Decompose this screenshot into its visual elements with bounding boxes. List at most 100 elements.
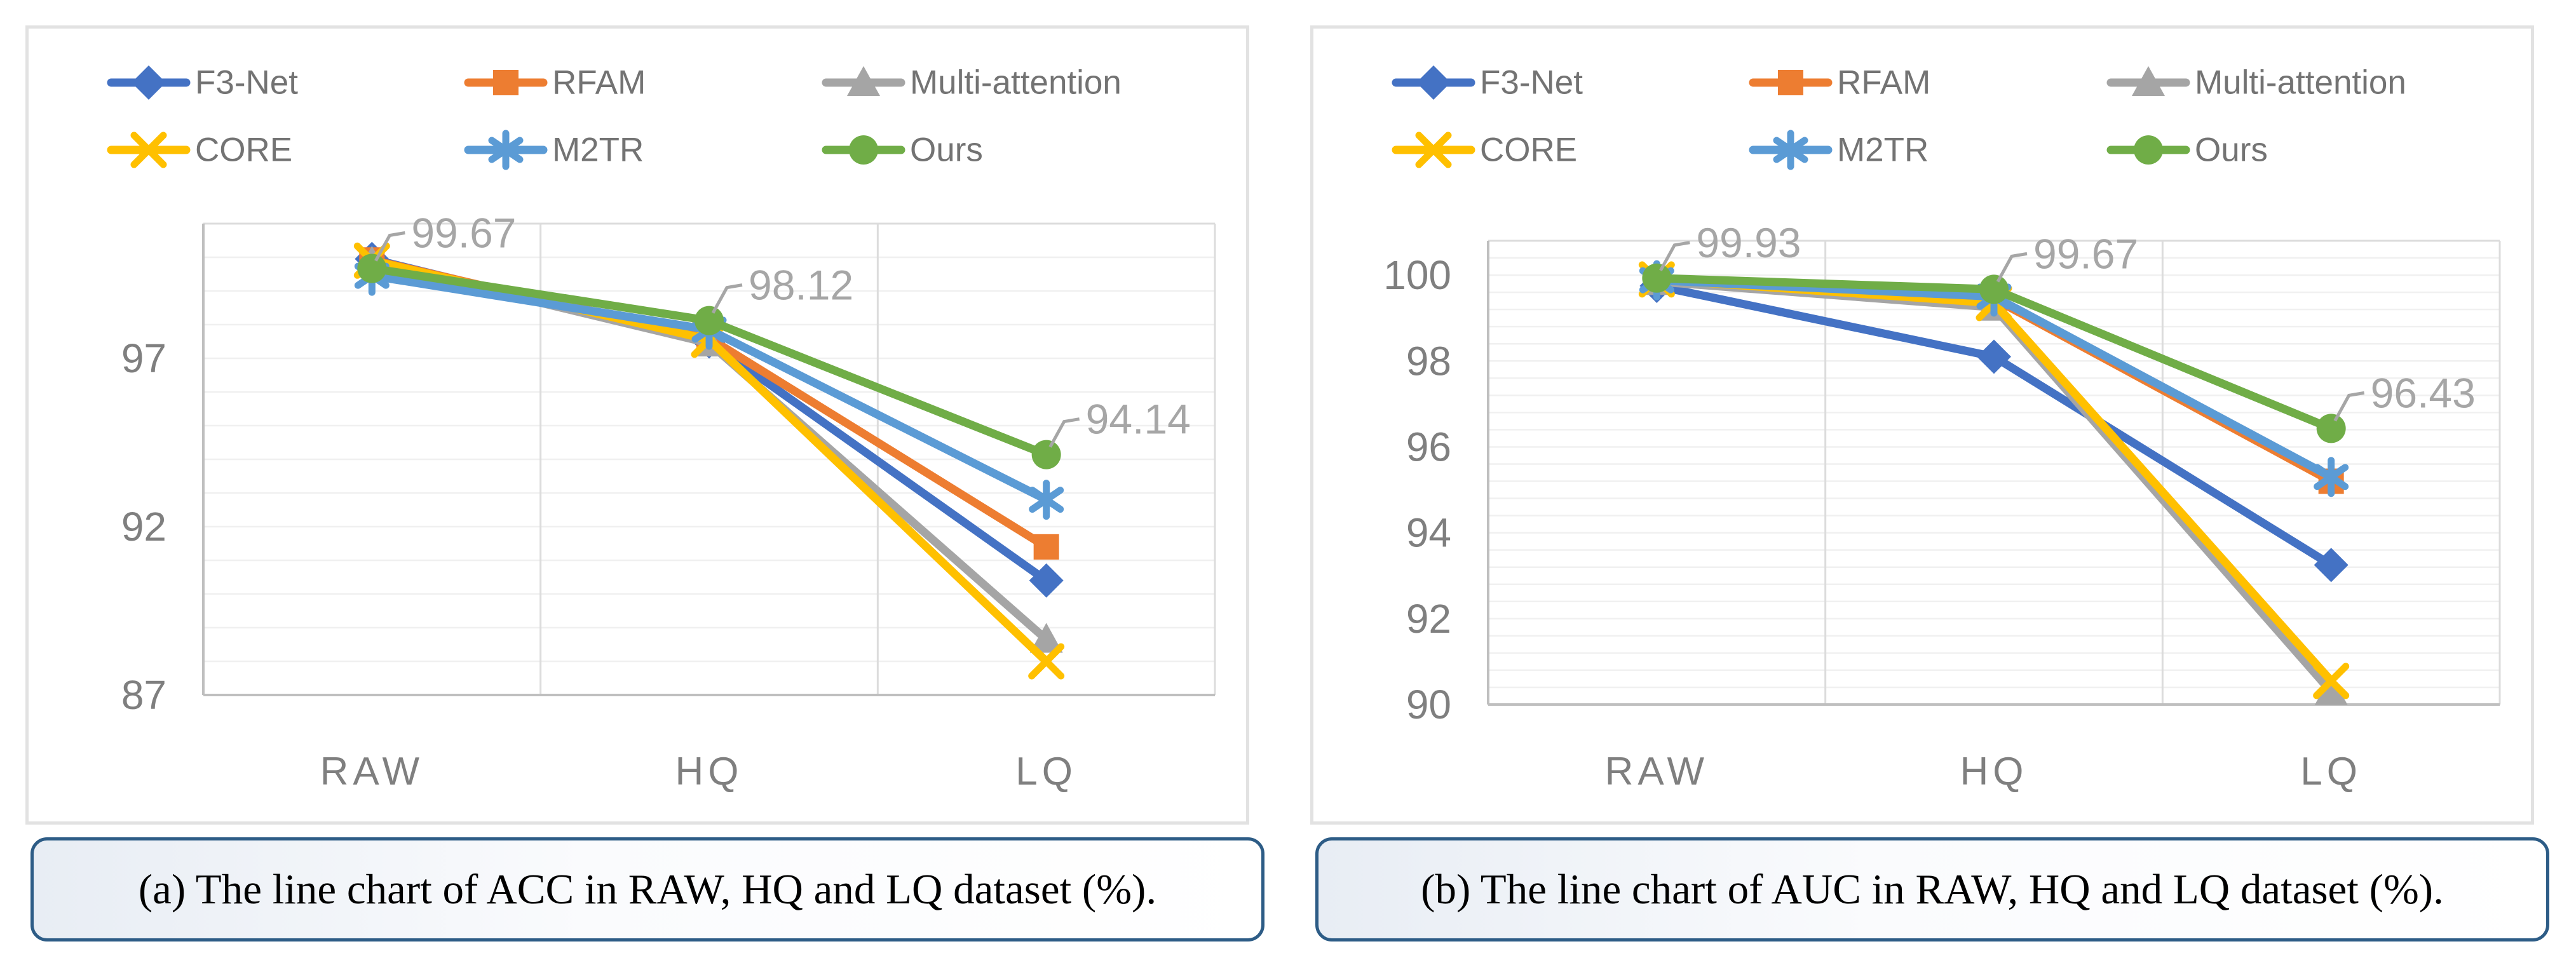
annotation-leader xyxy=(711,283,743,314)
y-tick-label: 90 xyxy=(1406,682,1451,727)
annotation-leader xyxy=(2333,391,2365,422)
legend-marker-circle xyxy=(2134,135,2163,165)
marker-f3-net-lq xyxy=(1029,563,1064,598)
legend-marker-asterisk xyxy=(488,130,524,170)
legend-label: Multi-attention xyxy=(910,64,1122,102)
caption-auc-text: (b) The line chart of AUC in RAW, HQ and… xyxy=(1421,865,2444,913)
annotation-label: 99.93 xyxy=(1696,219,1801,266)
legend-item-ours: Ours xyxy=(2106,132,2268,169)
x-tick-label: RAW xyxy=(320,750,424,793)
y-tick-label: 92 xyxy=(1406,596,1451,642)
y-tick-label: 94 xyxy=(1406,510,1451,556)
caption-acc-text: (a) The line chart of ACC in RAW, HQ and… xyxy=(138,865,1157,913)
marker-multi-attention-lq xyxy=(1029,623,1063,653)
marker-f3-net-hq xyxy=(1977,339,2011,374)
x-tick-label: HQ xyxy=(1960,750,2028,793)
y-tick-label: 98 xyxy=(1406,338,1451,384)
legend-item-multi-attention: Multi-attention xyxy=(2106,64,2406,102)
x-tick-label: HQ xyxy=(675,750,743,793)
annotations: 99.67 98.12 94.14 xyxy=(374,209,1191,448)
marker-rfam-lq xyxy=(1033,534,1059,560)
auc-line-chart: 90 92 94 96 98 100 RAW HQ LQ F3-Net RFAM Multi-atte… xyxy=(1383,64,2501,793)
legend-item-m2tr: M2TR xyxy=(1749,130,1929,170)
legend-label: RFAM xyxy=(1837,64,1930,102)
legend-label: Multi-attention xyxy=(2195,64,2406,102)
annotation-label: 99.67 xyxy=(411,209,516,256)
legend-item-f3-net: F3-Net xyxy=(107,64,298,102)
marker-core-lq xyxy=(1028,643,1065,680)
legend-item-multi-attention: Multi-attention xyxy=(822,64,1122,102)
legend-label: M2TR xyxy=(552,132,644,169)
y-axis-labels: 90 92 94 96 98 100 xyxy=(1383,252,1451,727)
legend-label: CORE xyxy=(195,132,292,169)
x-tick-label: RAW xyxy=(1605,750,1709,793)
annotation-leader xyxy=(1048,417,1080,448)
legend-label: Ours xyxy=(910,132,983,169)
gridlines xyxy=(203,222,1216,696)
annotation-label: 98.12 xyxy=(749,262,853,309)
marker-m2tr-lq xyxy=(1029,480,1064,520)
marker-core-lq xyxy=(2313,663,2350,699)
legend-item-core: CORE xyxy=(1392,132,1577,169)
legend-marker-square xyxy=(493,70,519,95)
series-multi-attention xyxy=(1640,265,2348,705)
annotation-leader xyxy=(374,231,405,262)
legend-marker-asterisk xyxy=(1773,130,1808,170)
legend-marker-triangle xyxy=(2132,66,2165,96)
x-tick-label: LQ xyxy=(2300,750,2362,793)
legend-item-m2tr: M2TR xyxy=(464,130,644,170)
x-axis-labels: RAW HQ LQ xyxy=(320,750,1077,793)
legend-item-ours: Ours xyxy=(822,132,983,169)
chart-panel-auc: 90 92 94 96 98 100 RAW HQ LQ F3-Net RFAM Multi-atte… xyxy=(1310,25,2534,825)
marker-ours-lq xyxy=(2316,414,2346,443)
legend-label: M2TR xyxy=(1837,132,1929,169)
y-tick-label: 96 xyxy=(1406,424,1451,469)
legend-marker-triangle xyxy=(847,66,880,96)
marker-ours-raw xyxy=(357,253,387,283)
legend-item-core: CORE xyxy=(107,132,292,169)
legend-item-rfam: RFAM xyxy=(464,64,646,102)
y-tick-label: 100 xyxy=(1383,252,1451,298)
legend-marker-circle xyxy=(849,135,878,165)
legend-label: F3-Net xyxy=(1480,64,1583,102)
legend-item-rfam: RFAM xyxy=(1749,64,1930,102)
x-tick-label: LQ xyxy=(1015,750,1077,793)
chart-panel-acc: 87 92 97 RAW HQ LQ F3-Net RFAM Multi-attention CO… xyxy=(25,25,1249,825)
caption-acc: (a) The line chart of ACC in RAW, HQ and… xyxy=(31,837,1264,941)
legend-item-f3-net: F3-Net xyxy=(1392,64,1583,102)
y-tick-label: 87 xyxy=(121,672,166,718)
annotation-label: 99.67 xyxy=(2033,230,2138,277)
series-core xyxy=(1638,261,2350,699)
legend-marker-x xyxy=(1415,132,1452,168)
legend-label: F3-Net xyxy=(195,64,298,102)
acc-line-chart: 87 92 97 RAW HQ LQ F3-Net RFAM Multi-attention CO… xyxy=(107,64,1216,793)
legend-marker-diamond xyxy=(132,65,166,100)
series-ours xyxy=(357,253,1061,469)
annotations: 99.93 99.67 96.43 xyxy=(1659,219,2476,422)
marker-f3-net-lq xyxy=(2314,548,2349,583)
y-axis-labels: 87 92 97 xyxy=(121,335,166,718)
marker-ours-hq xyxy=(695,306,724,335)
caption-auc: (b) The line chart of AUC in RAW, HQ and… xyxy=(1315,837,2549,941)
x-axis-labels: RAW HQ LQ xyxy=(1605,750,2362,793)
legend-label: Ours xyxy=(2195,132,2268,169)
marker-m2tr-lq xyxy=(2314,457,2349,497)
y-tick-label: 92 xyxy=(121,504,166,550)
annotation-label: 94.14 xyxy=(1086,396,1191,443)
legend: F3-Net RFAM Multi-attention CORE M2TR Ours xyxy=(107,64,1122,170)
legend-marker-diamond xyxy=(1416,65,1451,100)
series-ours xyxy=(1642,263,2346,443)
marker-multi-attention-lq xyxy=(2314,675,2348,705)
marker-ours-raw xyxy=(1642,263,1672,293)
annotation-label: 96.43 xyxy=(2371,369,2476,416)
legend-label: RFAM xyxy=(552,64,646,102)
annotation-leader xyxy=(1659,241,1690,272)
series-line-ours xyxy=(367,264,1051,459)
legend-marker-x xyxy=(130,132,167,168)
marker-ours-hq xyxy=(1979,274,2009,304)
y-tick-label: 97 xyxy=(121,335,166,381)
legend-label: CORE xyxy=(1480,132,1577,169)
legend-marker-square xyxy=(1778,70,1803,95)
marker-ours-lq xyxy=(1031,440,1061,469)
annotation-leader xyxy=(1996,252,2028,283)
